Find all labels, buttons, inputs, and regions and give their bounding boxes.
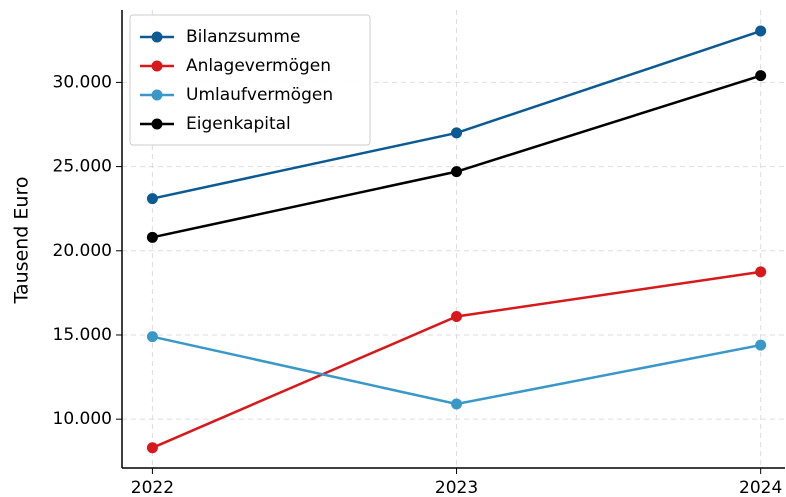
legend-label: Anlagevermögen [186,56,331,76]
data-point [146,331,158,343]
y-tick-label: 10.000 [53,409,112,429]
data-point [451,398,463,410]
data-point [146,193,158,205]
legend-label: Eigenkapital [186,114,291,134]
x-tick-label: 2024 [739,478,782,497]
y-tick-label: 25.000 [53,157,112,177]
x-tick-label: 2022 [131,478,174,497]
y-axis-label: Tausend Euro [11,177,33,305]
legend-marker [151,89,163,101]
data-point [451,310,463,322]
legend-marker [151,118,163,130]
data-point [451,166,463,178]
y-tick-label: 15.000 [53,325,112,345]
legend-marker [151,60,163,72]
data-point [755,70,767,82]
y-tick-label: 20.000 [53,241,112,261]
data-point [755,266,767,278]
y-tick-label: 30.000 [53,72,112,92]
data-point [755,339,767,351]
data-point [146,231,158,243]
legend-marker [151,31,163,43]
legend-box [129,14,371,146]
legend-label: Umlaufvermögen [186,85,333,105]
legend-label: Bilanzsumme [186,27,300,47]
data-point [146,442,158,454]
x-tick-label: 2023 [435,478,478,497]
data-point [755,25,767,37]
data-point [451,127,463,139]
